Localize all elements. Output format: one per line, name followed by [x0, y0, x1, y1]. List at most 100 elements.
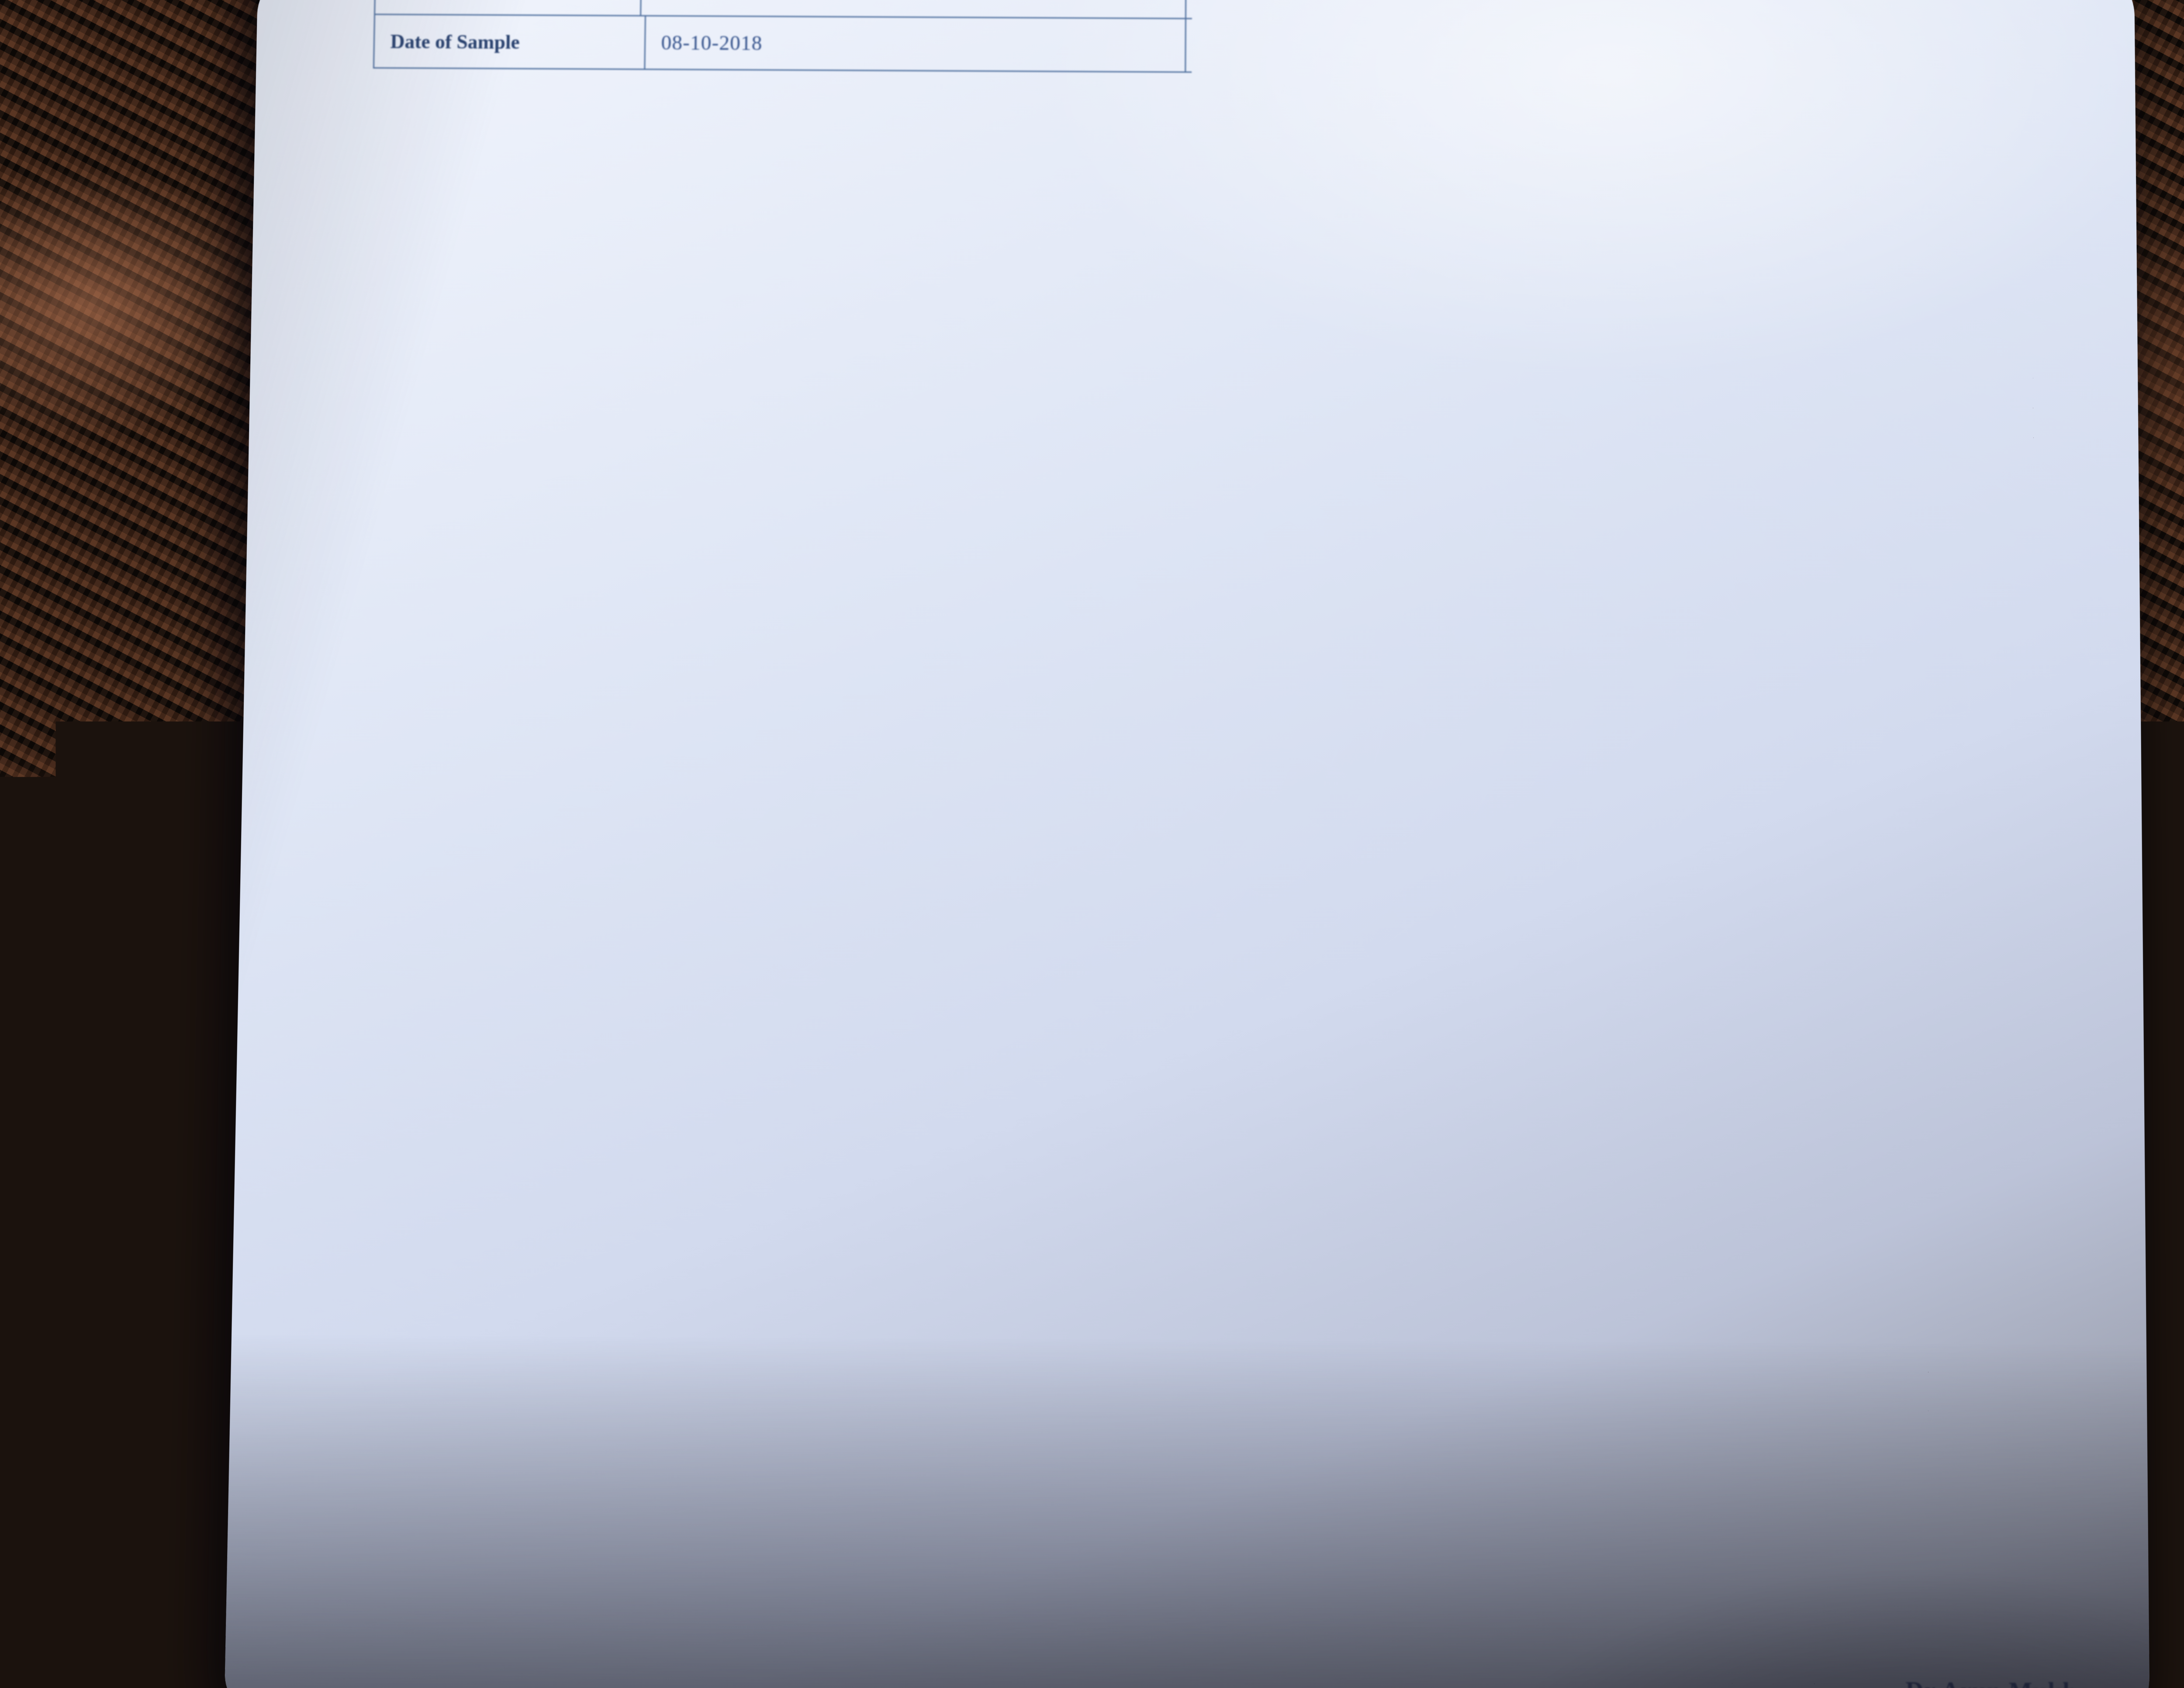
row-range: 6-7 [1681, 567, 2041, 634]
row-label: Pus Cells [319, 1123, 1096, 1200]
row-result: Not Found [1095, 1276, 1476, 1351]
row-range: Nil- [1683, 1055, 2045, 1130]
row-range: Nil- [1682, 701, 2042, 768]
table-row-cast: Cast Not Found Nil- [317, 1270, 2046, 1354]
cutoff-border-stub [1464, 0, 1465, 19]
row-label: Ketone [326, 761, 1099, 830]
row-label: Cast [317, 1272, 1095, 1349]
table-row-others: Others Not Found Nil- [314, 1420, 2047, 1504]
row-label: Crystal [315, 1346, 1095, 1424]
lab-report-paper: Date of Sample 08-10-2018 Report Date 08… [224, 0, 2150, 1688]
header-tests: Tests [338, 115, 1103, 172]
row-label: RBC [321, 1048, 1097, 1125]
row-range: Nil- [1683, 1204, 2046, 1279]
section-title-chemical: Chemical Examination [331, 476, 2040, 567]
row-label: Colour [335, 297, 1102, 360]
row-label: Specific Gravity [332, 417, 1101, 480]
row-result: Present ( Trace) [1099, 631, 1476, 698]
row-label: Others [314, 1421, 1094, 1499]
table-row-ph: pH 6.8 6-7 [329, 559, 2041, 634]
cutoff-border-stub [374, 0, 376, 14]
cutoff-border-stub [640, 0, 642, 15]
table-row-transparency: Transparency Clear Clear- [333, 356, 2039, 425]
table-row-epithelial-cells: Epithelial Cells 1 - 2 HPF Nil- [318, 1196, 2046, 1280]
row-units: HPF [1476, 1203, 1683, 1277]
row-units [1476, 423, 1681, 483]
table-row-colour: Colour Straw Yellow-Amber [335, 296, 2039, 365]
row-units [1476, 303, 1681, 363]
table-row-pus-cells: Pus Cells 2 - 4 HPF 0-5 [319, 1121, 2045, 1205]
row-result: Not Found [1094, 1350, 1475, 1426]
row-units [1476, 1352, 1683, 1427]
row-result: 1 - 2 [1095, 1201, 1476, 1276]
doctor-name: Dr Arun Mukh [1905, 1677, 2184, 1688]
row-result: Nil [1098, 764, 1476, 832]
results-table: Tests Result Units Range Urine Protein C… [312, 114, 2049, 1505]
row-result: Clear [1101, 361, 1476, 422]
row-units [1476, 766, 1682, 833]
table-row-glucose: Glucose Nil Nil- [327, 692, 2042, 768]
table-row-protien: Protien Present ( Trace) Nil- [328, 626, 2042, 701]
row-units [1476, 363, 1681, 423]
row-range: Nil- [1683, 1429, 2047, 1504]
row-label: Epithelial Cells [318, 1197, 1096, 1274]
row-units [1476, 1278, 1683, 1352]
row-result: Nil [1099, 698, 1476, 765]
report-date-label: Report Date [1185, 19, 1472, 73]
table-header-row: Tests Result Units Range [338, 115, 2037, 176]
row-units [1476, 901, 1683, 968]
row-label: pH [329, 560, 1100, 630]
date-of-sample-value: 08-10-2018 [644, 17, 1185, 72]
row-label: Transparency [333, 357, 1101, 420]
table-row-specific-gravity: Specific Gravity 1.021 1.015-1.045 [332, 416, 2040, 485]
row-range: Nil- [1683, 1353, 2047, 1429]
upc-units: - [1476, 175, 1680, 229]
upc-label: Urine Protein Creatinine Ratio (UPC) [337, 169, 1102, 225]
row-result: 1.021 [1101, 422, 1476, 482]
row-result: Normal [1098, 831, 1476, 899]
report-date-value: 08-10-2018 [1472, 21, 2028, 76]
meta-row: Date of Sample 08-10-2018 Report Date 08… [373, 14, 2029, 77]
row-result: Nil [1097, 899, 1476, 967]
cutoff-border-stub [1185, 0, 1187, 18]
row-units [1476, 633, 1682, 699]
row-result: Not Found [1096, 1052, 1476, 1127]
cutoff-border-stub [2026, 0, 2028, 22]
row-range: Nil- [1683, 1279, 2046, 1354]
row-range: Nil- [1682, 634, 2042, 701]
row-range: 0-5 [1683, 1130, 2045, 1205]
row-result: 2 - 4 [1096, 1127, 1476, 1202]
row-result: Not Found [1094, 1425, 1475, 1501]
table-row-urobillinogen: Urobillinogen Nil Normal- [324, 893, 2044, 970]
section-title-microscopic: Microscopic Examination [322, 961, 2044, 1056]
row-range: 1.015-1.045 [1681, 424, 2040, 485]
header-units: Units [1477, 121, 1681, 175]
report-content: Date of Sample 08-10-2018 Report Date 08… [224, 0, 2150, 1688]
row-units [1476, 834, 1682, 900]
row-result: Straw [1102, 301, 1477, 362]
table-row-crystal: Crystal Not Found Nil- [315, 1345, 2047, 1429]
row-units [1476, 566, 1681, 633]
date-of-sample-label: Date of Sample [374, 15, 645, 69]
table-row-billirubin: Billirubin Normal Normal- [325, 826, 2043, 902]
fabric-background: Date of Sample 08-10-2018 Report Date 08… [0, 0, 2184, 1688]
row-result: 6.8 [1099, 564, 1476, 631]
row-label: Protien [328, 627, 1100, 696]
table-row-upc: Urine Protein Creatinine Ratio (UPC) 0.1… [337, 168, 2038, 230]
table-row-ketone: Ketone Nil Nil- [326, 759, 2042, 835]
table-row-rbc: RBC Not Found HPF Nil- [321, 1047, 2045, 1131]
upc-result: 0.19 [1102, 173, 1477, 228]
header-result: Result [1102, 120, 1476, 174]
row-units [1475, 1427, 1683, 1502]
row-range: Normal- [1682, 834, 2043, 902]
doctor-signature [2015, 1553, 2132, 1688]
header-range: Range [1680, 122, 2037, 176]
row-range: Yellow-Amber [1681, 304, 2039, 365]
row-range: Normal- [1682, 902, 2043, 969]
row-units [1476, 699, 1682, 766]
row-range: Clear- [1681, 364, 2039, 425]
row-units: HPF [1476, 1128, 1683, 1203]
section-title-physical: Physical Examination [335, 222, 2039, 305]
row-label: Glucose [327, 694, 1099, 763]
upc-range: - [1681, 176, 2038, 230]
